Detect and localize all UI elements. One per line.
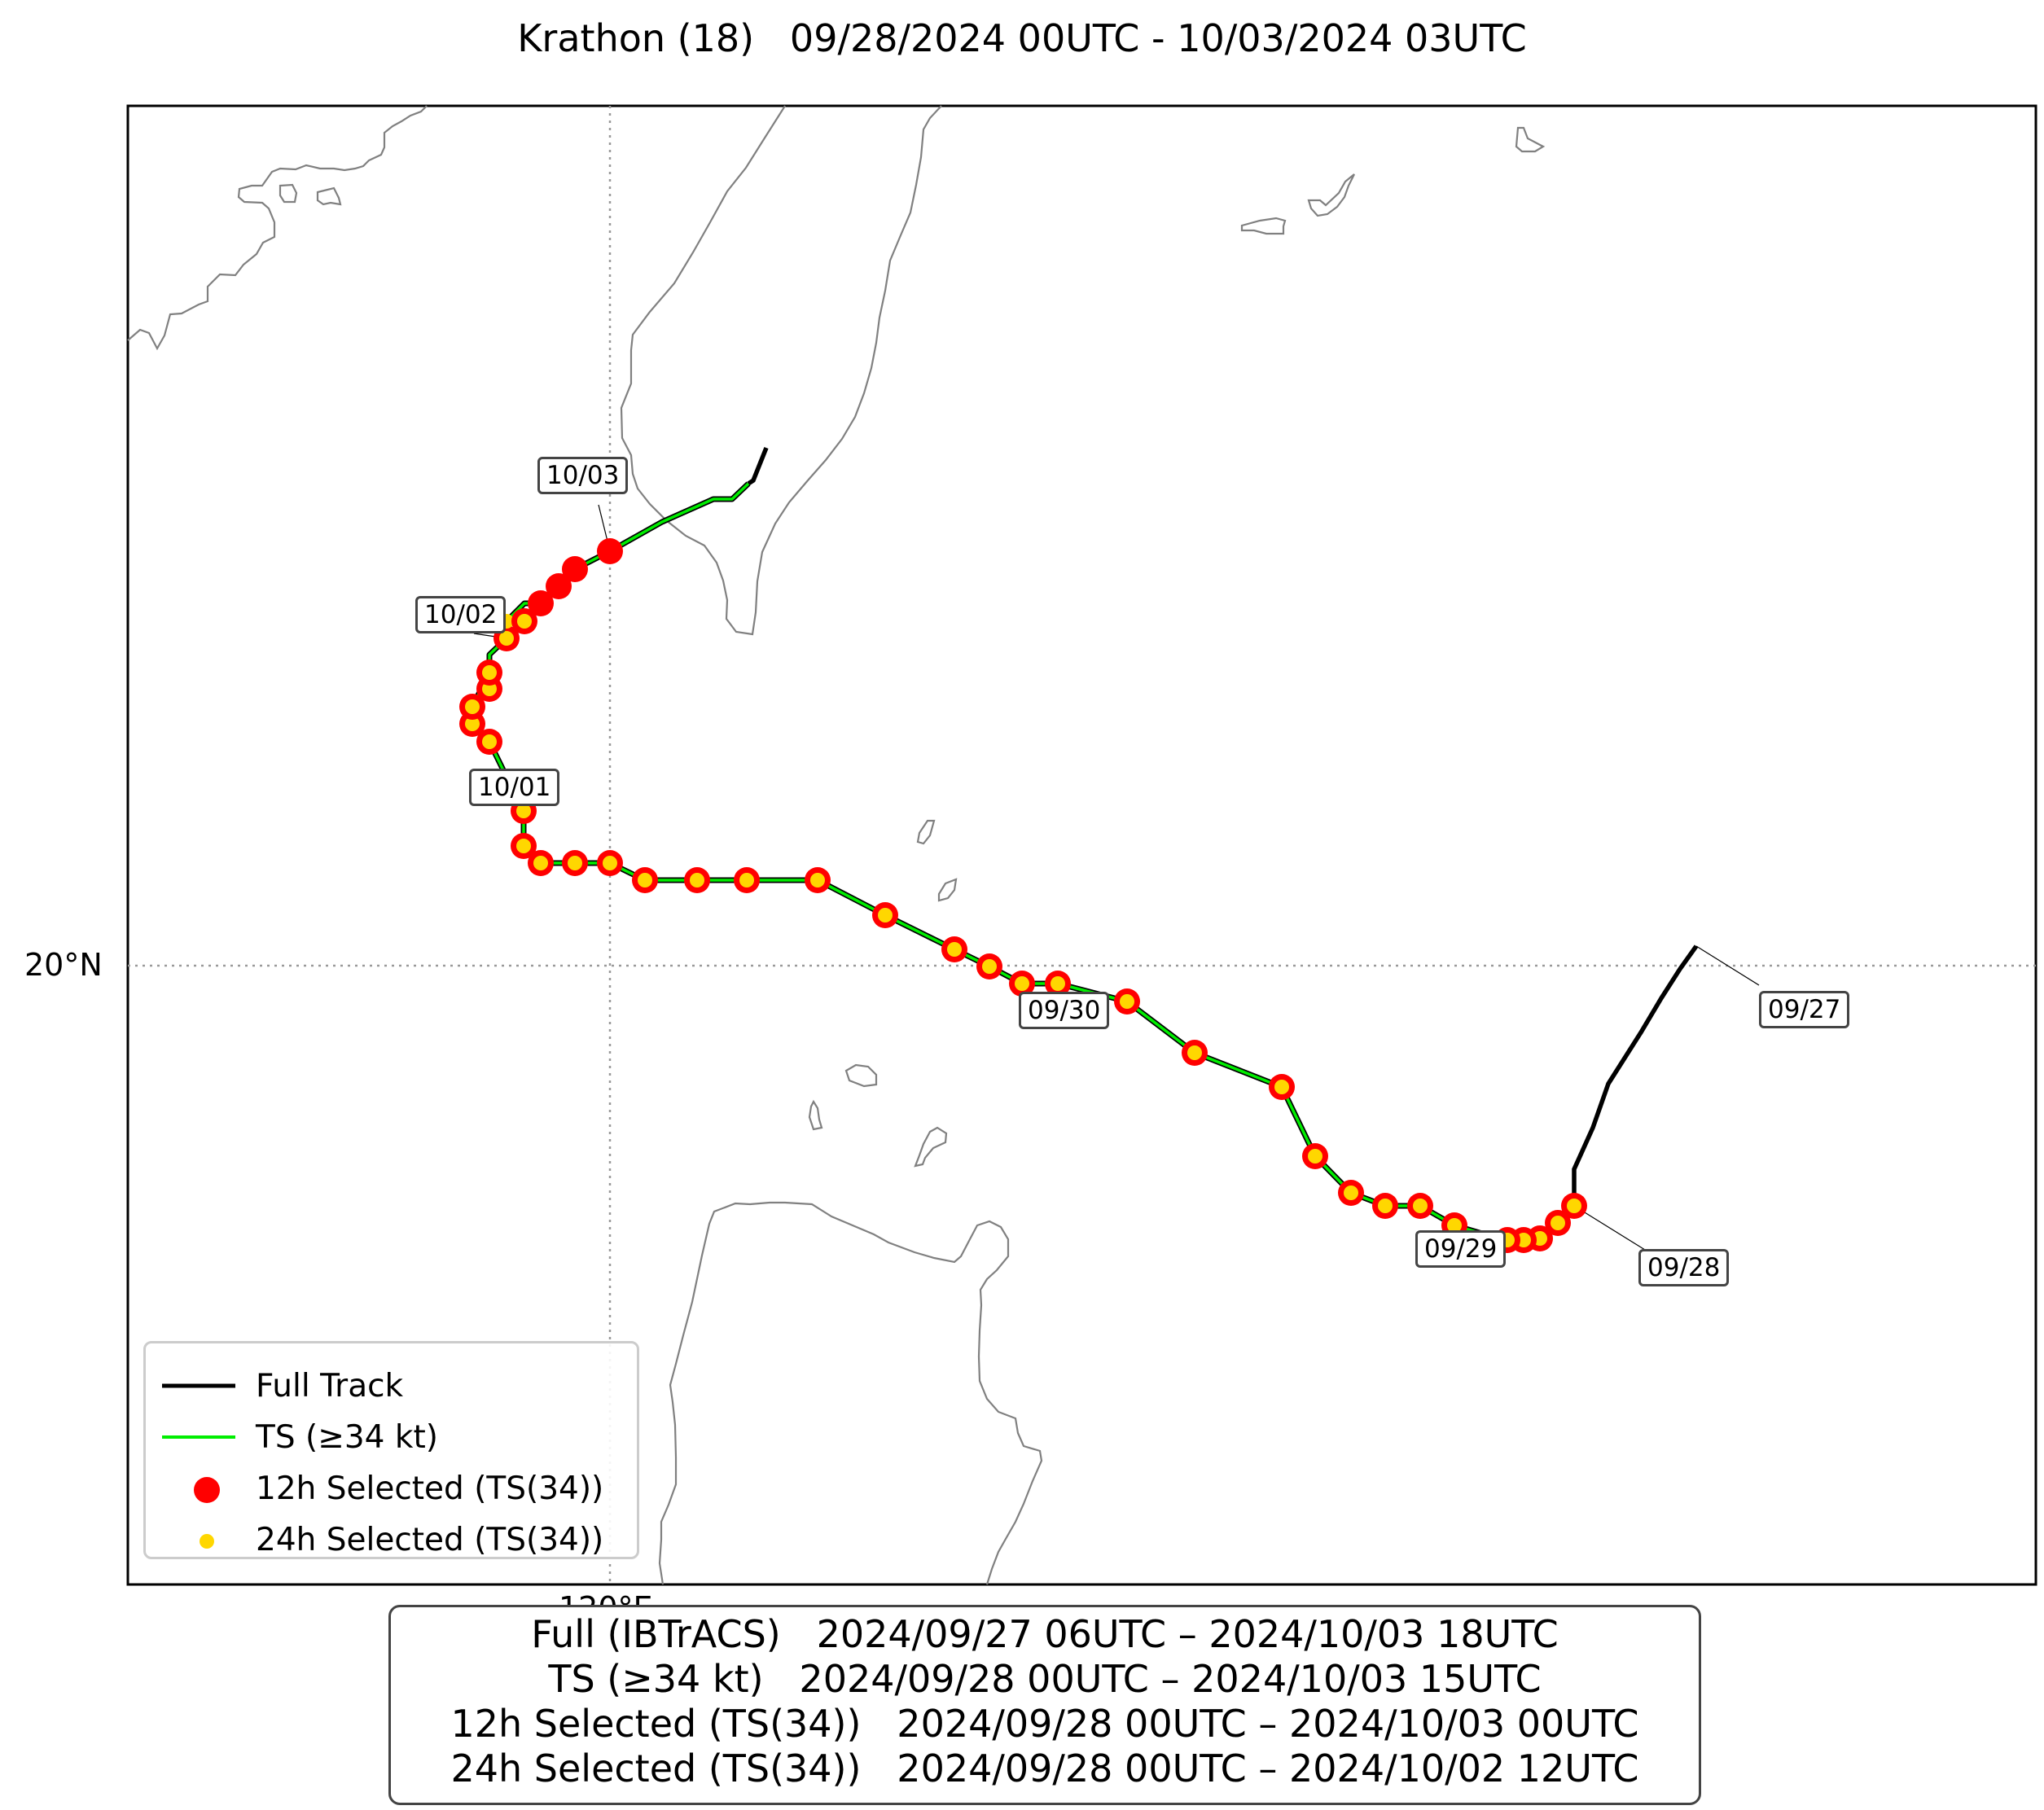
point-24h-selected (1187, 1045, 1202, 1060)
date-leader-line (1573, 1205, 1646, 1251)
point-12h-selected (562, 556, 588, 582)
point-24h-selected (482, 734, 497, 749)
date-label-0930: 09/30 (1019, 992, 1110, 1029)
legend-dot-yellow (200, 1534, 214, 1549)
point-24h-selected (517, 614, 532, 629)
point-24h-selected (810, 873, 825, 887)
coast-china (127, 105, 428, 351)
point-24h-selected (1120, 994, 1134, 1009)
point-24h-selected (739, 873, 754, 887)
point-12h-selected (528, 590, 554, 616)
chart-title: Krathon (18) 09/28/2024 00UTC - 10/03/20… (517, 16, 1527, 60)
point-24h-selected (482, 681, 497, 696)
legend-label: 24h Selected (TS(34)) (256, 1522, 604, 1558)
summary-line-24h: 24h Selected (TS(34)) 2024/09/28 00UTC –… (450, 1746, 1639, 1790)
legend-dot-red (194, 1477, 220, 1503)
ts-track-outline (469, 481, 1577, 1243)
legend-item-full-track: Full Track (146, 1361, 637, 1410)
coast-batanes1 (916, 819, 936, 845)
summary-line-12h: 12h Selected (TS(34)) 2024/09/28 00UTC –… (450, 1702, 1639, 1746)
point-24h-selected (690, 873, 704, 887)
legend-label: Full Track (256, 1368, 404, 1405)
point-24h-selected (482, 665, 497, 680)
coast-babuyan1 (844, 1063, 878, 1088)
point-12h-selected (597, 538, 623, 564)
summary-line-full: Full (IBTrACS) 2024/09/27 06UTC – 2024/1… (531, 1612, 1559, 1656)
legend-item-ts-track: TS (≥34 kt) (146, 1413, 637, 1462)
legend-line-black (162, 1383, 235, 1388)
legend: Full Track TS (≥34 kt) 12h Selected (TS(… (143, 1341, 639, 1559)
point-24h-selected (878, 908, 893, 923)
point-12h-selected (546, 573, 572, 599)
point-24h-selected (1015, 976, 1029, 991)
point-24h-selected (1378, 1199, 1393, 1213)
point-24h-selected (1274, 1080, 1289, 1094)
coast-yonaguni (1515, 126, 1546, 153)
point-24h-selected (982, 959, 997, 974)
lat-tick-label: 20°N (24, 947, 103, 983)
point-24h-selected (1308, 1149, 1322, 1164)
point-24h-selected (1344, 1185, 1358, 1200)
date-label-0927: 09/27 (1759, 991, 1850, 1028)
coastlines (127, 105, 1546, 1585)
ts-track-layer (469, 481, 1577, 1243)
map-frame (126, 104, 2037, 1586)
summary-line-ts: TS (≥34 kt) 2024/09/28 00UTC – 2024/10/0… (548, 1657, 1542, 1701)
date-label-1002: 10/02 (415, 596, 507, 633)
coast-babuyan2 (808, 1099, 823, 1131)
point-24h-selected (1516, 1233, 1531, 1247)
point-24h-selected (568, 856, 582, 870)
coast-batanes2 (937, 878, 958, 902)
point-24h-selected (1567, 1199, 1581, 1213)
point-24h-selected (1051, 976, 1065, 991)
point-24h-selected (947, 942, 962, 957)
date-leader-line (1695, 945, 1760, 986)
full-track-segment-end (747, 446, 769, 486)
legend-item-24h: 24h Selected (TS(34)) (146, 1515, 637, 1564)
point-24h-selected (516, 839, 531, 853)
point-24h-selected (516, 804, 531, 818)
ts-track-line (471, 482, 1576, 1242)
legend-line-green (162, 1435, 235, 1439)
point-24h-selected (1447, 1218, 1462, 1233)
legend-item-12h: 12h Selected (TS(34)) (146, 1464, 637, 1513)
date-label-1003: 10/03 (537, 457, 629, 494)
full-track-layer (747, 446, 1699, 1206)
full-track-segment-start (1572, 944, 1699, 1206)
coast-taiwan (620, 105, 942, 636)
period-summary-box: Full (IBTrACS) 2024/09/27 06UTC – 2024/1… (388, 1605, 1701, 1805)
coast-china-island1 (279, 183, 298, 204)
point-24h-selected (1551, 1216, 1565, 1230)
point-24h-selected (638, 873, 652, 887)
coast-china-island2 (316, 186, 342, 206)
date-label-0929: 09/29 (1415, 1230, 1507, 1268)
coast-miyako (1307, 173, 1355, 217)
point-24h-selected (465, 699, 480, 714)
point-24h-selected (1413, 1199, 1428, 1213)
coast-luzon (658, 1201, 1043, 1585)
date-label-1001: 10/01 (469, 769, 560, 806)
point-24h-selected (499, 631, 514, 646)
coast-babuyan3 (914, 1126, 948, 1168)
date-label-0928: 09/28 (1638, 1249, 1730, 1286)
legend-label: TS (≥34 kt) (256, 1419, 438, 1456)
coast-yaeyama (1240, 217, 1287, 235)
point-24h-selected (533, 856, 548, 870)
legend-label: 12h Selected (TS(34)) (256, 1470, 604, 1507)
point-24h-selected (603, 856, 617, 870)
selected-points-layer (459, 538, 1587, 1253)
point-24h-selected (465, 717, 480, 731)
